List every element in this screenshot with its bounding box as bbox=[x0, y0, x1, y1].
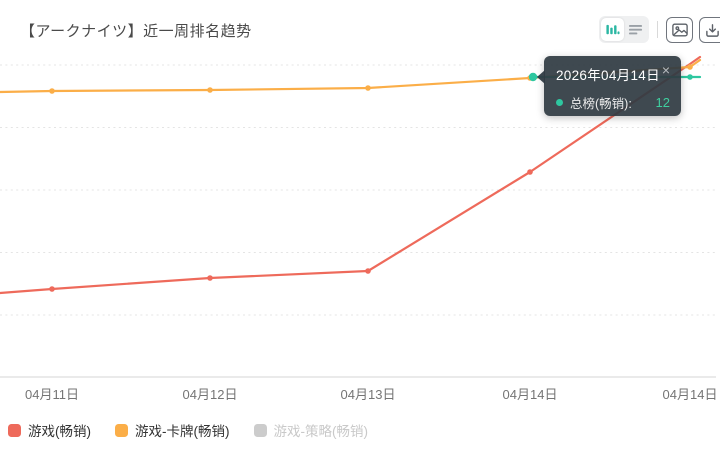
download-button[interactable] bbox=[699, 17, 720, 43]
list-icon bbox=[628, 25, 643, 35]
chart-legend: 游戏(畅销) 游戏-卡牌(畅销) 游戏-策略(畅销) bbox=[8, 420, 368, 440]
tooltip-series-label: 总榜(畅销): bbox=[570, 97, 632, 111]
legend-item-game-card[interactable]: 游戏-卡牌(畅销) bbox=[115, 420, 230, 440]
x-axis-label: 04月12日 bbox=[182, 387, 238, 402]
legend-label: 游戏-策略(畅销) bbox=[273, 424, 369, 439]
legend-label: 游戏(畅销) bbox=[28, 424, 91, 439]
legend-swatch-icon bbox=[8, 423, 21, 437]
x-axis-label: 04月11日 bbox=[25, 387, 79, 402]
series-dot-icon bbox=[556, 99, 563, 106]
image-icon bbox=[671, 23, 688, 37]
legend-item-game[interactable]: 游戏(畅销) bbox=[8, 420, 91, 440]
page-title: 【アークナイツ】近一周排名趋势 bbox=[20, 23, 252, 40]
view-toggle-group bbox=[599, 16, 649, 43]
tooltip-date: 2026年04月14日 bbox=[556, 68, 660, 83]
download-icon bbox=[706, 23, 719, 37]
close-icon[interactable]: × bbox=[661, 62, 670, 78]
chart-tooltip: 2026年04月14日 × 总榜(畅销): 12 bbox=[537, 56, 681, 116]
x-axis-label: 04月14日 bbox=[662, 387, 718, 402]
legend-swatch-icon bbox=[253, 423, 267, 437]
x-axis-label: 04月14日 bbox=[502, 387, 558, 402]
bar-chart-icon bbox=[606, 24, 620, 35]
legend-label: 游戏-卡牌(畅销) bbox=[135, 424, 230, 439]
chart-canvas[interactable] bbox=[0, 0, 720, 410]
chart-view-toggle[interactable] bbox=[601, 18, 624, 41]
list-view-toggle[interactable] bbox=[624, 18, 647, 41]
legend-item-game-strategy[interactable]: 游戏-策略(畅销) bbox=[253, 420, 369, 440]
toolbar-separator bbox=[657, 21, 658, 38]
tooltip-series-value: 12 bbox=[655, 95, 670, 110]
legend-swatch-icon bbox=[115, 423, 128, 437]
export-image-button[interactable] bbox=[666, 17, 693, 43]
x-axis-label: 04月13日 bbox=[340, 387, 396, 402]
